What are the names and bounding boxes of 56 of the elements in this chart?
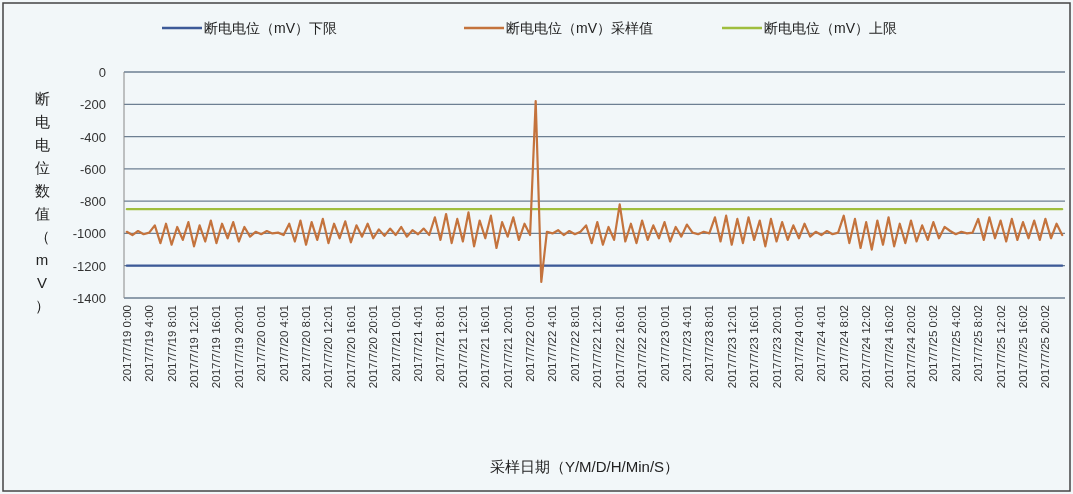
x-tick-label: 2017/7/23 16:01 xyxy=(748,305,761,389)
y-tick-label: -200 xyxy=(79,97,106,113)
x-tick-label: 2017/7/19 16:01 xyxy=(210,305,223,389)
legend-label: 断电电位（mV）上限 xyxy=(764,20,897,36)
line-series xyxy=(125,99,1064,283)
x-tick-label: 2017/7/21 20:01 xyxy=(501,305,514,389)
legend-label: 断电电位（mV）采样值 xyxy=(506,20,653,36)
y-tick-label: -800 xyxy=(79,194,106,210)
x-tick-label: 2017/7/25 12:02 xyxy=(994,305,1007,389)
x-tick-label: 2017/7/20 16:01 xyxy=(344,305,357,389)
x-tick-label: 2017/7/21 16:01 xyxy=(479,305,492,389)
legend-label: 断电电位（mV）下限 xyxy=(204,20,337,36)
x-tick-label: 2017/7/20 12:01 xyxy=(322,305,335,389)
x-tick-label: 2017/7/23 4:01 xyxy=(680,305,693,382)
x-tick-label: 2017/7/19 4:00 xyxy=(143,305,156,382)
x-tick-label: 2017/7/22 12:01 xyxy=(591,305,604,389)
x-tick-label: 2017/7/20 8:01 xyxy=(300,305,313,382)
y-tick-label: -400 xyxy=(79,129,106,145)
x-tick-label: 2017/7/24 8:02 xyxy=(837,305,850,382)
x-tick-label: 2017/7/19 20:01 xyxy=(232,305,245,389)
x-tick-label: 2017/7/25 20:02 xyxy=(1039,305,1052,389)
x-tick-label: 2017/7/19 8:01 xyxy=(165,305,178,382)
x-tick-label: 2017/7/25 0:02 xyxy=(927,305,940,382)
x-tick-label: 2017/7/20 20:01 xyxy=(367,305,380,389)
x-tick-label: 2017/7/25 4:02 xyxy=(949,305,962,382)
x-tick-label: 2017/7/21 8:01 xyxy=(434,305,447,382)
x-tick-label: 2017/7/20 0:01 xyxy=(255,305,268,382)
x-tick-label: 2017/7/21 12:01 xyxy=(456,305,469,389)
y-tick-label: -600 xyxy=(79,161,106,177)
x-tick-label: 2017/7/24 16:02 xyxy=(882,305,895,389)
x-tick-label: 2017/7/19 12:01 xyxy=(188,305,201,389)
x-tick-label: 2017/7/22 8:01 xyxy=(568,305,581,382)
x-tick-label: 2017/7/23 20:01 xyxy=(770,305,783,389)
x-tick-label: 2017/7/24 12:02 xyxy=(860,305,873,389)
x-tick-label: 2017/7/23 12:01 xyxy=(725,305,738,389)
x-tick-label: 2017/7/23 0:01 xyxy=(658,305,671,382)
x-tick-label: 2017/7/19 0:00 xyxy=(120,305,133,382)
x-tick-label: 2017/7/24 4:01 xyxy=(815,305,828,382)
y-tick-label: -1000 xyxy=(72,226,106,242)
x-tick-label: 2017/7/22 4:01 xyxy=(546,305,559,382)
x-tick-label: 2017/7/21 4:01 xyxy=(412,305,425,382)
x-tick-label: 2017/7/22 16:01 xyxy=(613,305,626,389)
x-tick-label: 2017/7/24 0:01 xyxy=(792,305,805,382)
x-tick-label: 2017/7/20 4:01 xyxy=(277,305,290,382)
x-tick-label: 2017/7/22 20:01 xyxy=(636,305,649,389)
text: 断电电位数值（mV） xyxy=(34,90,50,314)
x-axis-title: 采样日期（Y/M/D/H/Min/S） xyxy=(489,458,680,475)
y-tick-label: -1400 xyxy=(72,291,106,306)
y-tick-label: 0 xyxy=(98,65,106,80)
x-tick-label: 2017/7/24 20:02 xyxy=(904,305,917,389)
y-tick-label: -1200 xyxy=(72,258,106,274)
x-tick-label: 2017/7/21 0:01 xyxy=(389,305,402,382)
x-tick-label: 2017/7/22 0:01 xyxy=(524,305,537,382)
x-tick-label: 2017/7/25 16:02 xyxy=(1016,305,1029,389)
x-tick-label: 2017/7/25 8:02 xyxy=(972,305,985,382)
x-tick-label: 2017/7/23 8:01 xyxy=(703,305,716,382)
